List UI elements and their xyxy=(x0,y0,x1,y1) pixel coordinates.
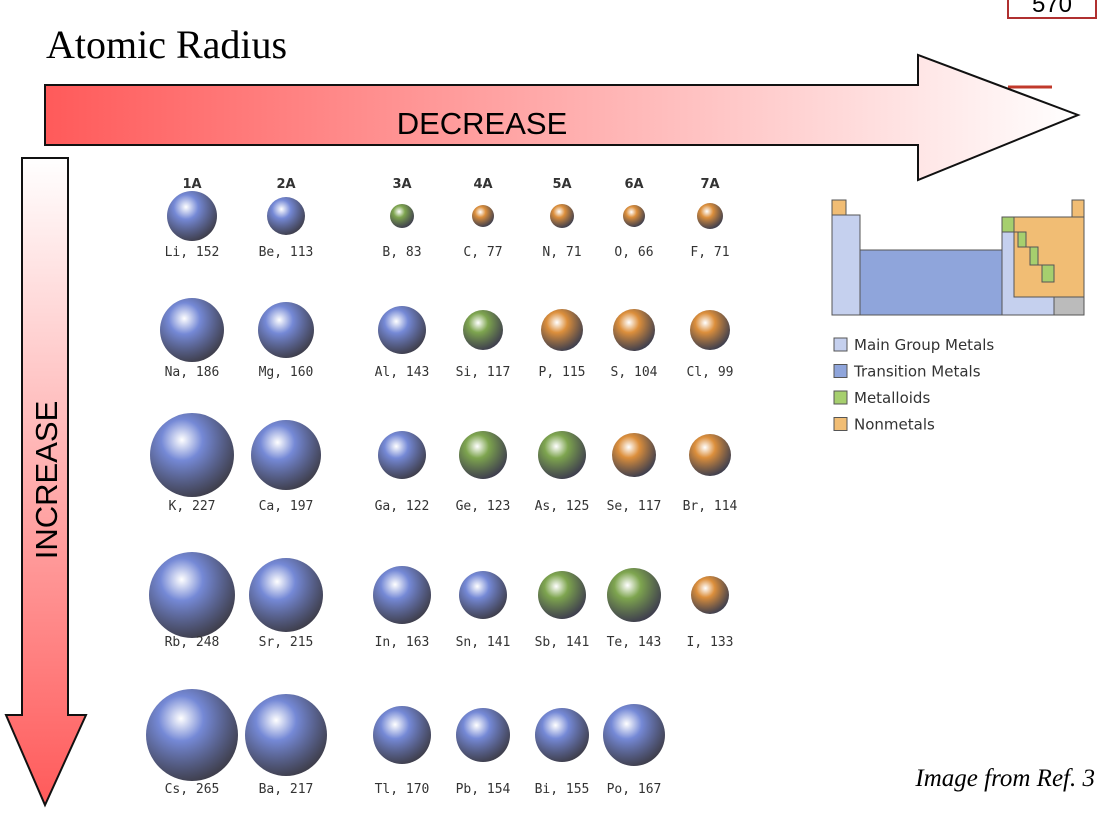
atom-sphere xyxy=(603,704,665,766)
atom-label: Te, 143 xyxy=(607,635,662,650)
atom-sphere xyxy=(160,298,224,362)
group-label: 3A xyxy=(392,177,411,192)
atom-sphere xyxy=(258,302,314,358)
atom-sphere xyxy=(623,205,645,227)
atom-sphere xyxy=(459,431,507,479)
atom-label: As, 125 xyxy=(535,499,590,514)
atom-sphere xyxy=(167,191,217,241)
atom-sphere xyxy=(690,310,730,350)
group-label: 4A xyxy=(473,177,492,192)
increase-label: INCREASE xyxy=(29,401,64,559)
atom-label: Tl, 170 xyxy=(375,782,430,797)
atom-label: Ga, 122 xyxy=(375,499,430,514)
atom-label: Sn, 141 xyxy=(456,635,511,650)
atom-sphere xyxy=(390,204,414,228)
legend-swatch xyxy=(833,364,848,378)
increase-arrow xyxy=(4,157,88,808)
atom-sphere xyxy=(251,420,321,490)
atom-label: Ge, 123 xyxy=(456,499,511,514)
legend-label: Main Group Metals xyxy=(854,336,994,354)
legend-label: Transition Metals xyxy=(853,363,981,381)
atom-label: Al, 143 xyxy=(375,365,430,380)
atom-sphere xyxy=(612,433,656,477)
atom-sphere xyxy=(373,566,431,624)
mini-table xyxy=(831,199,1085,316)
atom-label: F, 71 xyxy=(690,245,729,260)
atom-label: Ca, 197 xyxy=(259,499,314,514)
atom-sphere xyxy=(150,413,234,497)
legend-swatch xyxy=(833,337,848,352)
atom-label: Li, 152 xyxy=(165,245,220,260)
atom-sphere xyxy=(146,689,238,781)
title: Atomic Radius xyxy=(46,22,287,67)
atom-label: I, 133 xyxy=(687,635,734,650)
atom-label: P, 115 xyxy=(539,365,586,380)
atom-sphere xyxy=(373,706,431,764)
atom-sphere xyxy=(607,568,661,622)
atom-label: Mg, 160 xyxy=(259,365,314,380)
atom-sphere xyxy=(538,571,586,619)
atom-sphere xyxy=(538,431,586,479)
atom-label: Bi, 155 xyxy=(535,782,590,797)
atom-label: Cs, 265 xyxy=(165,782,220,797)
atom-sphere xyxy=(472,205,494,227)
atom-label: Na, 186 xyxy=(165,365,220,380)
atom-sphere xyxy=(613,309,655,351)
atom-sphere xyxy=(691,576,729,614)
atom-sphere xyxy=(378,431,426,479)
atom-sphere xyxy=(463,310,503,350)
atom-sphere xyxy=(459,571,507,619)
atom-label: C, 77 xyxy=(463,245,502,260)
group-label: 6A xyxy=(624,177,643,192)
atom-label: N, 71 xyxy=(542,245,581,260)
legend-label: Nonmetals xyxy=(854,416,935,434)
atom-sphere xyxy=(550,204,574,228)
legend-label: Metalloids xyxy=(854,389,930,407)
decrease-arrow xyxy=(44,53,1081,182)
atom-sphere xyxy=(697,203,723,229)
atom-label: O, 66 xyxy=(614,245,653,260)
atom-sphere xyxy=(249,558,323,632)
atom-label: Br, 114 xyxy=(683,499,738,514)
atom-label: K, 227 xyxy=(169,499,216,514)
atom-sphere xyxy=(535,708,589,762)
legend-swatch xyxy=(833,390,848,405)
group-label: 1A xyxy=(182,177,201,192)
credit: Image from Ref. 3 xyxy=(914,765,1095,792)
atom-label: S, 104 xyxy=(611,365,658,380)
atom-label: Be, 113 xyxy=(259,245,314,260)
group-label: 7A xyxy=(700,177,719,192)
atom-sphere xyxy=(541,309,583,351)
atom-sphere xyxy=(689,434,731,476)
atom-sphere xyxy=(456,708,510,762)
atom-label: Se, 117 xyxy=(607,499,662,514)
atom-label: In, 163 xyxy=(375,635,430,650)
atom-label: Cl, 99 xyxy=(687,365,734,380)
atom-sphere xyxy=(378,306,426,354)
atom-label: B, 83 xyxy=(382,245,421,260)
atom-label: Pb, 154 xyxy=(456,782,511,797)
atom-label: Rb, 248 xyxy=(165,635,220,650)
atom-label: Si, 117 xyxy=(456,365,511,380)
page-number: 570 xyxy=(1032,0,1072,18)
atom-sphere xyxy=(245,694,327,776)
legend-swatch xyxy=(833,417,848,431)
atom-sphere xyxy=(267,197,305,235)
atom-label: Ba, 217 xyxy=(259,782,314,797)
atom-label: Sr, 215 xyxy=(259,635,314,650)
atom-sphere xyxy=(149,552,235,638)
atom-label: Sb, 141 xyxy=(535,635,590,650)
group-label: 2A xyxy=(276,177,295,192)
decrease-label: DECREASE xyxy=(397,106,568,141)
page-box xyxy=(1007,0,1097,19)
group-label: 5A xyxy=(552,177,571,192)
atom-label: Po, 167 xyxy=(607,782,662,797)
